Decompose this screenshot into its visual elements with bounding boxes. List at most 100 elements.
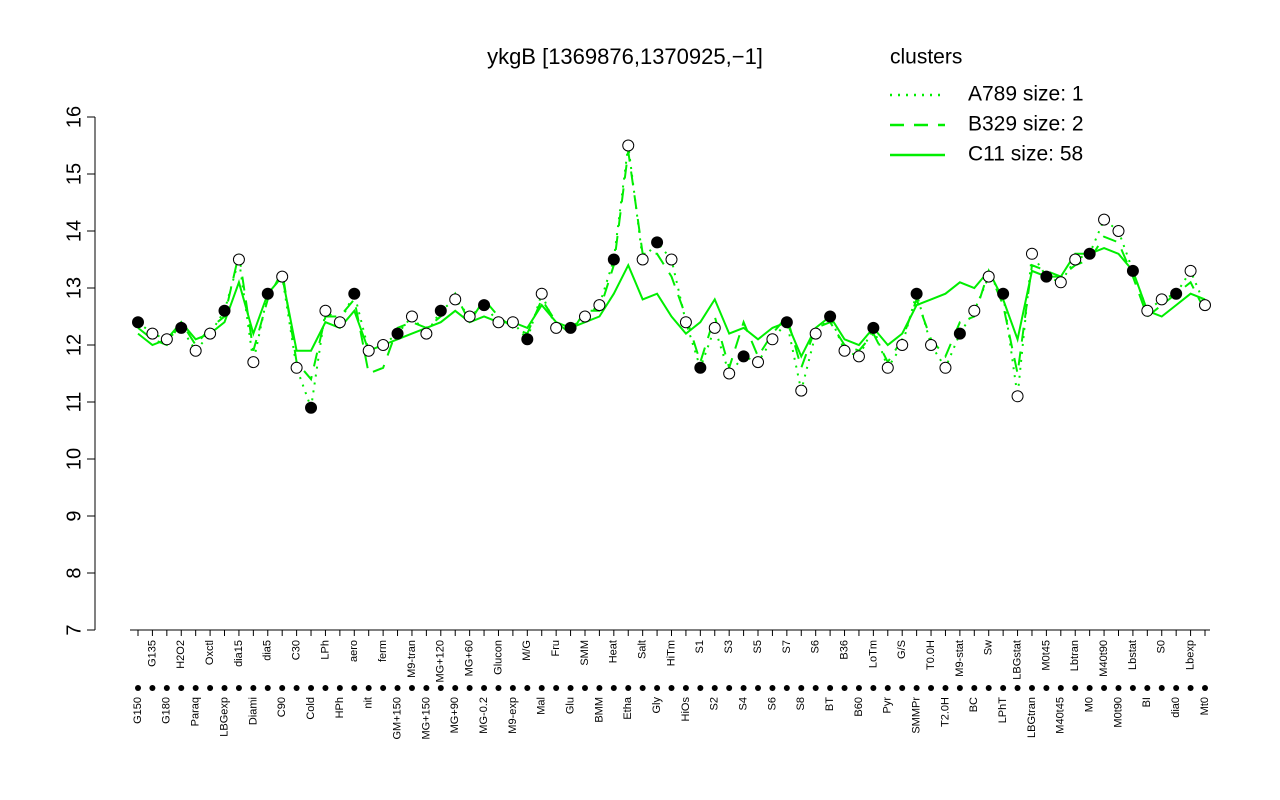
x-tick-label: LBGtran: [1026, 697, 1038, 738]
point: [1126, 264, 1139, 277]
rug: [1043, 685, 1050, 691]
x-tick-label: S4: [738, 697, 750, 710]
rug: [798, 685, 805, 691]
point: [925, 339, 938, 351]
point: [506, 316, 519, 329]
point: [607, 253, 620, 266]
x-tick-label: BT: [824, 697, 836, 711]
point: [997, 287, 1010, 300]
series-line: [137, 151, 1206, 382]
x-tick-label: G150: [132, 697, 144, 724]
point: [809, 327, 822, 340]
x-tick-label: GM+150: [391, 697, 403, 740]
x-tick-label: M9-exp: [507, 697, 519, 734]
point: [434, 304, 447, 317]
rug: [596, 685, 603, 691]
x-tick-label: Salt: [637, 640, 649, 659]
rug: [769, 685, 776, 691]
point: [665, 253, 678, 266]
y-tick-label: 12: [63, 334, 85, 356]
point: [1025, 247, 1038, 260]
rug: [812, 685, 819, 691]
rug: [610, 685, 617, 691]
point: [1054, 276, 1067, 289]
point: [679, 316, 692, 329]
point: [276, 270, 289, 283]
rug: [567, 685, 574, 691]
x-tick-label: Fru: [550, 640, 562, 657]
rug: [553, 685, 560, 691]
rug: [163, 685, 170, 691]
point: [1040, 270, 1053, 283]
x-tick-label: SMMPr: [911, 697, 923, 734]
point: [348, 287, 361, 300]
rug: [855, 685, 862, 691]
point: [1083, 247, 1096, 260]
y-tick-label: 14: [63, 220, 85, 242]
rug: [899, 685, 906, 691]
rug: [149, 685, 156, 691]
x-tick-label: Mal: [536, 697, 548, 715]
rug: [192, 685, 199, 691]
point: [651, 236, 664, 249]
chart-title: ykgB [1369876,1370925,−1]: [487, 44, 763, 69]
rug: [668, 685, 675, 691]
point: [578, 310, 591, 323]
x-tick-label: M0t90: [1112, 697, 1124, 728]
x-tick-label: M9-tran: [406, 640, 418, 678]
x-tick-label: S1: [694, 640, 706, 653]
x-tick-label: B36: [838, 640, 850, 660]
rug: [783, 685, 790, 691]
legend-label: C11 size: 58: [968, 143, 1083, 166]
rug: [1028, 685, 1035, 691]
point: [881, 361, 894, 374]
x-tick-label: S0: [1156, 640, 1168, 653]
x-tick-label: MG+60: [464, 640, 476, 676]
rug: [928, 685, 935, 691]
point: [867, 321, 880, 334]
x-tick-label: LPh: [319, 640, 331, 660]
x-tick-label: S6: [766, 697, 778, 710]
point: [550, 321, 563, 334]
point: [766, 333, 779, 346]
y-tick-label: 13: [63, 277, 85, 299]
rug: [654, 685, 661, 691]
point: [218, 304, 231, 317]
y-tick-label: 15: [63, 163, 85, 185]
y-tick-label: 9: [63, 510, 85, 521]
rug: [394, 685, 401, 691]
x-tick-label: S6: [810, 640, 822, 653]
x-tick-label: Sw: [983, 640, 995, 655]
x-tick-label: BC: [968, 697, 980, 712]
point: [723, 367, 736, 380]
rug: [408, 685, 415, 691]
point: [478, 299, 491, 312]
point: [737, 350, 750, 363]
rug: [207, 685, 214, 691]
point: [982, 270, 995, 283]
point: [319, 304, 332, 317]
point: [1098, 213, 1111, 226]
rug: [956, 685, 963, 691]
x-tick-label: BI: [1141, 697, 1153, 707]
rug: [250, 685, 257, 691]
rug: [827, 685, 834, 691]
x-tick-label: Diami: [247, 697, 259, 725]
x-tick-label: LoTm: [867, 640, 879, 668]
point: [1155, 293, 1168, 306]
rug: [221, 685, 228, 691]
rug: [452, 685, 459, 691]
point: [564, 321, 577, 334]
x-tick-label: G180: [161, 697, 173, 724]
rug: [279, 685, 286, 691]
point: [1011, 390, 1024, 403]
x-tick-label: MG+150: [420, 697, 432, 740]
point: [838, 344, 851, 357]
rug: [581, 685, 588, 691]
rug: [682, 685, 689, 691]
x-tick-label: ferm: [377, 640, 389, 662]
legend-label: B329 size: 2: [968, 113, 1084, 136]
rug: [841, 685, 848, 691]
x-tick-label: LBGexp: [218, 697, 230, 737]
point: [377, 339, 390, 351]
